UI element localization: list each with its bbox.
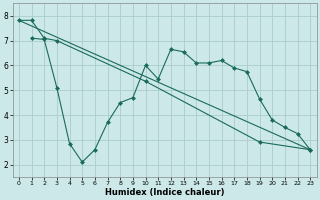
X-axis label: Humidex (Indice chaleur): Humidex (Indice chaleur) — [105, 188, 224, 197]
